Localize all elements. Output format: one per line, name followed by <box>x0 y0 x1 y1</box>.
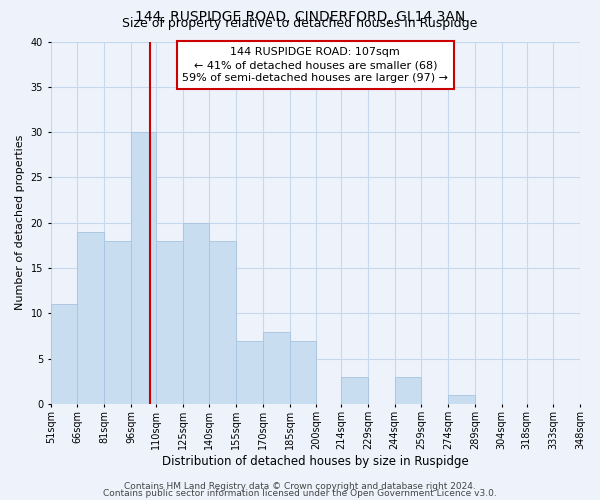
Y-axis label: Number of detached properties: Number of detached properties <box>15 135 25 310</box>
Bar <box>395 377 421 404</box>
Bar <box>263 332 290 404</box>
Bar <box>131 132 156 404</box>
Text: Size of property relative to detached houses in Ruspidge: Size of property relative to detached ho… <box>122 18 478 30</box>
Bar <box>209 241 236 404</box>
Bar <box>182 223 209 404</box>
Text: 144 RUSPIDGE ROAD: 107sqm
← 41% of detached houses are smaller (68)
59% of semi-: 144 RUSPIDGE ROAD: 107sqm ← 41% of detac… <box>182 47 448 84</box>
Bar <box>156 241 182 404</box>
Bar <box>290 340 316 404</box>
Bar <box>50 304 77 404</box>
Bar <box>77 232 104 404</box>
Text: Contains HM Land Registry data © Crown copyright and database right 2024.: Contains HM Land Registry data © Crown c… <box>124 482 476 491</box>
Bar <box>341 377 368 404</box>
Text: 144, RUSPIDGE ROAD, CINDERFORD, GL14 3AN: 144, RUSPIDGE ROAD, CINDERFORD, GL14 3AN <box>135 10 465 24</box>
X-axis label: Distribution of detached houses by size in Ruspidge: Distribution of detached houses by size … <box>162 454 469 468</box>
Bar <box>448 395 475 404</box>
Text: Contains public sector information licensed under the Open Government Licence v3: Contains public sector information licen… <box>103 488 497 498</box>
Bar <box>104 241 131 404</box>
Bar <box>236 340 263 404</box>
